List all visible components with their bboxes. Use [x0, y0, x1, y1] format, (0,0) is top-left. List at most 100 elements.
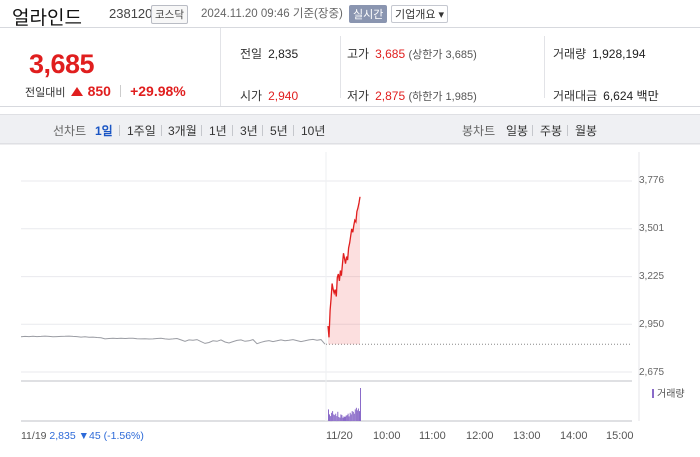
candle-weekly[interactable]: 주봉	[540, 124, 563, 138]
stock-name: 얼라인드	[12, 8, 82, 29]
volume-bar	[328, 409, 329, 421]
chart-canvas	[0, 144, 700, 422]
x-tick-label: 11:00	[419, 430, 446, 442]
upper-limit: (상한가 3,685)	[408, 49, 477, 61]
volume-bar	[333, 414, 335, 421]
candle-daily[interactable]: 일봉	[506, 124, 529, 138]
volume-bar	[331, 412, 333, 422]
volume-legend: 거래량	[652, 385, 685, 400]
divider	[232, 125, 233, 136]
volume-bar	[354, 409, 356, 421]
volume-bar	[342, 417, 344, 421]
trade-value: 거래대금 6,624 백만	[553, 87, 659, 104]
y-tick-label: 3,501	[639, 223, 665, 234]
prev-close-label: 전일	[240, 47, 263, 61]
high-label: 고가	[347, 47, 370, 61]
volume-bar	[356, 410, 358, 421]
volume-bar	[350, 414, 352, 421]
stock-header: 얼라인드 238120 코스닥 2024.11.20 09:46 기준(장중) …	[0, 0, 700, 29]
x-tick-label: 12:00	[466, 430, 494, 442]
company-info-dropdown[interactable]: 기업개요 ▾	[391, 5, 449, 23]
timestamp: 2024.11.20 09:46 기준(장중)	[201, 8, 343, 20]
divider	[544, 36, 545, 98]
divider	[119, 125, 120, 136]
divider	[532, 125, 533, 136]
quote-panel: 3,685 전일대비 850 +29.98% 전일 2,835 고가 3,685 (…	[0, 27, 700, 107]
price-chart: 3,776 3,501 3,225 2,950 2,675 거래량 11/19 …	[0, 144, 700, 457]
divider	[262, 125, 263, 136]
volume-bar	[330, 416, 332, 422]
prev-close-value: 2,835	[268, 47, 299, 61]
volume: 거래량 1,928,194	[553, 45, 646, 62]
x-tick-label: 10:00	[373, 430, 401, 442]
x-tick-label: 13:00	[513, 430, 541, 442]
footer-close: 2,835	[49, 430, 76, 442]
chart-toolbar: 선차트 1일 1주일 3개월 1년 3년 5년 10년 봉차트 일봉 주봉 월봉	[0, 114, 700, 144]
y-tick-label: 2,950	[639, 319, 665, 330]
period-3m[interactable]: 3개월	[168, 124, 197, 138]
low: 저가 2,875 (하한가 1,985)	[347, 87, 477, 104]
low-value: 2,875	[375, 89, 406, 103]
volume-bar	[341, 415, 343, 421]
divider	[293, 125, 294, 136]
chart-footer: 11/19 2,835 ▼45 (-1.56%)	[21, 430, 144, 442]
high: 고가 3,685 (상한가 3,685)	[347, 45, 477, 62]
change-percent: +29.98%	[130, 83, 186, 99]
divider	[201, 125, 202, 136]
up-arrow-icon	[70, 87, 83, 96]
period-1w[interactable]: 1주일	[127, 124, 156, 138]
footer-change-pct: (-1.56%)	[103, 430, 144, 442]
period-1d[interactable]: 1일	[95, 124, 113, 138]
period-1y[interactable]: 1년	[209, 124, 227, 138]
period-10y[interactable]: 10년	[301, 124, 326, 138]
open-value: 2,940	[268, 89, 299, 103]
change-label: 전일대비	[25, 87, 66, 99]
volume-bar	[355, 407, 357, 421]
y-tick-label: 3,225	[639, 271, 665, 282]
price-change: 전일대비 850 +29.98%	[25, 83, 186, 100]
volume-bar	[343, 416, 345, 421]
trade-value-label: 거래대금	[553, 89, 598, 103]
x-tick-label: 15:00	[606, 430, 634, 442]
x-tick-label: 14:00	[560, 430, 588, 442]
volume-bar	[351, 411, 353, 421]
volume-bar	[348, 416, 350, 421]
volume-bar	[344, 417, 346, 421]
volume-legend-label: 거래량	[657, 389, 685, 400]
volume-bar	[349, 412, 351, 422]
x-tick-label: 11/20	[326, 430, 353, 442]
y-tick-label: 3,776	[639, 175, 665, 186]
volume-bar	[357, 408, 359, 421]
footer-change: ▼45	[78, 430, 101, 442]
volume-bar	[346, 415, 348, 421]
realtime-button[interactable]: 실시간	[349, 5, 388, 23]
volume-label: 거래량	[553, 47, 587, 61]
volume-bar	[332, 411, 334, 421]
prev-close: 전일 2,835	[240, 45, 298, 62]
volume-bar	[353, 413, 355, 421]
volume-bar	[335, 413, 337, 421]
trade-value-value: 6,624 백만	[603, 89, 659, 103]
volume-bar	[337, 411, 339, 421]
period-3y[interactable]: 3년	[240, 124, 258, 138]
divider	[161, 125, 162, 136]
volume-bar	[359, 411, 360, 421]
volume-bar	[360, 388, 361, 421]
period-5y[interactable]: 5년	[270, 124, 288, 138]
series-line-today	[327, 196, 361, 338]
volume-bar	[352, 411, 354, 421]
series-area-today	[328, 196, 360, 345]
candle-monthly[interactable]: 월봉	[575, 124, 598, 138]
price-box: 3,685 전일대비 850 +29.98%	[0, 28, 221, 106]
low-label: 저가	[347, 89, 370, 103]
high-value: 3,685	[375, 47, 406, 61]
volume-bar	[334, 415, 336, 421]
series-line-prev-day	[20, 335, 326, 345]
stock-code: 238120	[109, 6, 153, 21]
y-tick-label: 2,675	[639, 367, 665, 378]
divider	[567, 125, 568, 136]
volume-bar	[339, 417, 341, 421]
market-badge: 코스닥	[151, 5, 188, 24]
volume-bar	[340, 414, 342, 421]
candle-chart-label: 봉차트	[462, 124, 496, 138]
